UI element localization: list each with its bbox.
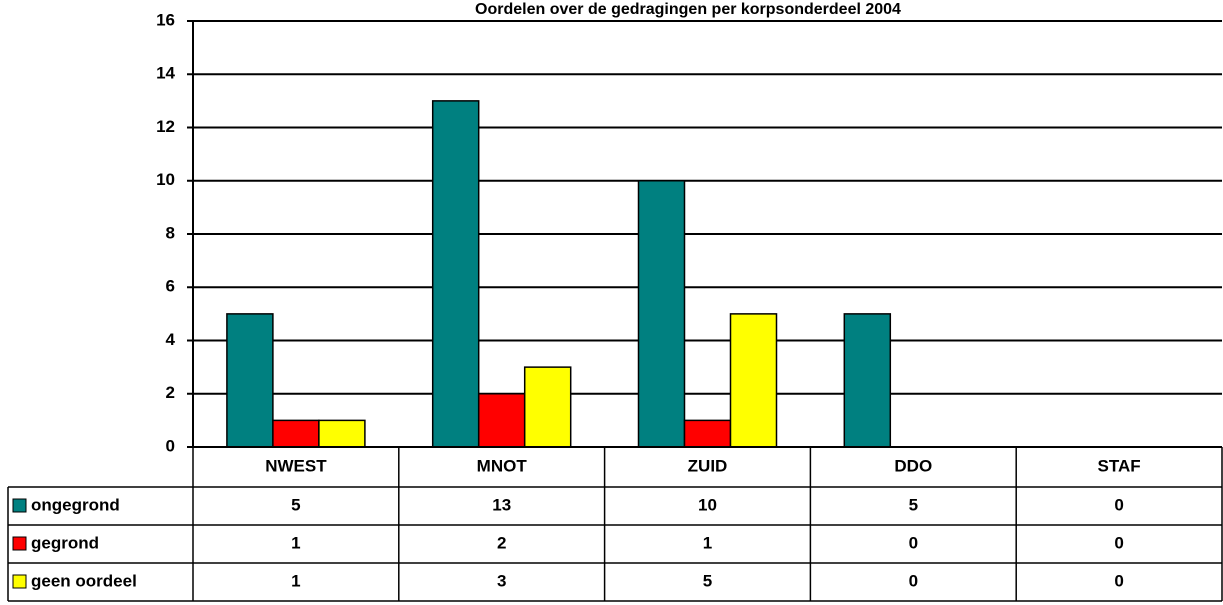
legend-swatch	[12, 536, 27, 551]
table-value: 5	[909, 495, 918, 514]
y-tick-label: 10	[156, 170, 175, 189]
y-tick-label: 4	[166, 330, 176, 349]
y-tick-label: 8	[166, 223, 175, 242]
table-value: 5	[291, 495, 300, 514]
table-value: 0	[1114, 571, 1123, 590]
bar	[318, 419, 366, 448]
table-value: 0	[1114, 495, 1123, 514]
table-value: 2	[497, 533, 506, 552]
bar	[729, 313, 778, 448]
table-value: 10	[698, 495, 717, 514]
x-tick-label: MNOT	[477, 456, 528, 475]
table-value: 1	[291, 571, 300, 590]
x-tick-label: DDO	[894, 456, 932, 475]
table-value: 0	[1114, 533, 1123, 552]
table-value: 13	[492, 495, 511, 514]
bar	[637, 180, 686, 448]
legend-label: ongegrond	[31, 495, 120, 514]
bar	[226, 313, 274, 448]
bar	[683, 419, 732, 448]
chart-title: Oordelen over de gedragingen per korpson…	[475, 1, 901, 18]
table-value: 1	[703, 533, 712, 552]
bar	[477, 393, 526, 448]
table-value: 3	[497, 571, 506, 590]
table-value: 0	[909, 533, 918, 552]
table-value: 0	[909, 571, 918, 590]
legend-label: gegrond	[31, 533, 99, 552]
legend-label: geen oordeel	[31, 571, 137, 590]
bar	[272, 419, 320, 448]
x-tick-label: NWEST	[265, 456, 327, 475]
y-tick-label: 2	[166, 383, 175, 402]
bar	[431, 100, 480, 448]
table-value: 5	[703, 571, 712, 590]
x-tick-label: STAF	[1098, 456, 1141, 475]
table-value: 1	[291, 533, 300, 552]
bar	[523, 366, 572, 448]
y-tick-label: 14	[156, 64, 175, 83]
y-tick-label: 0	[166, 436, 175, 455]
x-tick-label: ZUID	[688, 456, 728, 475]
y-tick-label: 16	[156, 10, 175, 29]
y-tick-label: 12	[156, 117, 175, 136]
y-tick-label: 6	[166, 277, 175, 296]
bar	[843, 313, 892, 448]
legend-swatch	[12, 574, 27, 589]
legend-swatch	[12, 498, 27, 513]
